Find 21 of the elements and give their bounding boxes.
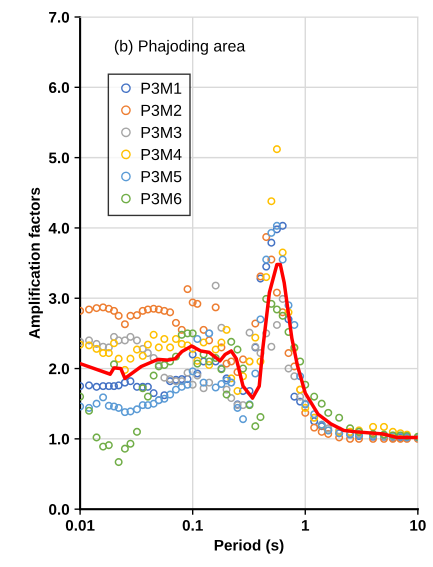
x-tick-label: 10	[410, 520, 426, 531]
y-tick-label: 5.0	[48, 152, 70, 164]
y-tick-label: 0.0	[49, 504, 70, 515]
legend-label: P3M2	[142, 104, 182, 116]
x-tick-label: 0.01	[66, 520, 95, 531]
x-axis-title: Period (s)	[214, 539, 284, 554]
legend-label: P3M4	[142, 148, 182, 160]
legend-label: P3M3	[142, 126, 182, 138]
y-tick-label: 2.0	[48, 363, 70, 374]
y-tick-label: 7.0	[49, 12, 70, 23]
y-tick-label: 6.0	[49, 82, 70, 94]
annotation: (b) Phajoding area	[114, 40, 246, 55]
legend-label: P3M5	[142, 170, 182, 182]
y-tick-label: 1.0	[49, 434, 70, 445]
x-tick-label: 0.1	[182, 520, 203, 531]
x-tick-label: 1	[302, 520, 310, 531]
legend-label: P3M6	[142, 193, 182, 204]
y-tick-label: 3.0	[48, 293, 70, 304]
y-tick-label: 4.0	[48, 222, 70, 234]
y-axis-title: Amplification factors	[28, 188, 43, 339]
legend-label: P3M1	[142, 82, 182, 94]
